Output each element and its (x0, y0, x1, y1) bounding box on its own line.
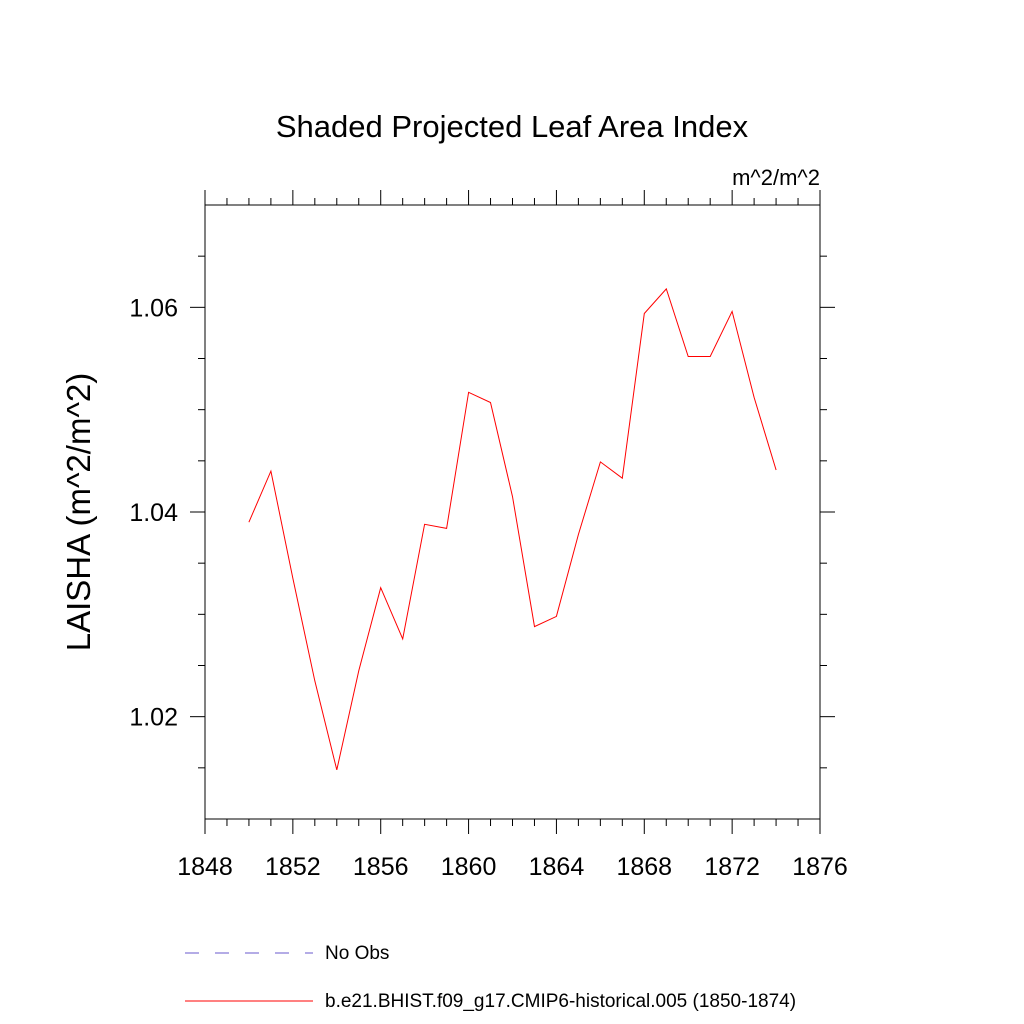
series-line-model-run (248, 287, 777, 771)
x-tick-labels: 1848 1852 1856 1860 1864 1868 1872 1876 (177, 853, 848, 881)
x-tick-label: 1864 (529, 853, 585, 881)
legend-label-model-run: b.e21.BHIST.f09_g17.CMIP6-historical.005… (325, 991, 796, 1012)
y-tick-label: 1.04 (129, 499, 178, 527)
data-series (248, 287, 777, 771)
units-label: m^2/m^2 (732, 165, 820, 190)
legend: No Obs b.e21.BHIST.f09_g17.CMIP6-histori… (185, 943, 796, 1012)
x-tick-label: 1872 (704, 853, 760, 881)
legend-label-no-obs: No Obs (325, 943, 389, 964)
x-tick-label: 1852 (265, 853, 321, 881)
x-tick-label: 1848 (177, 853, 233, 881)
plot-frame (204, 204, 821, 820)
x-tick-label: 1856 (353, 853, 409, 881)
x-tick-label: 1868 (616, 853, 672, 881)
x-tick-label: 1876 (792, 853, 848, 881)
chart-title: Shaded Projected Leaf Area Index (276, 109, 749, 144)
y-axis-label: LAISHA (m^2/m^2) (60, 373, 97, 652)
x-tick-label: 1860 (441, 853, 497, 881)
y-tick-label: 1.06 (129, 294, 178, 322)
y-tick-labels: 1.02 1.04 1.06 (129, 294, 178, 731)
plot-border (204, 204, 821, 820)
y-tick-label: 1.02 (129, 704, 178, 732)
axis-ticks (190, 190, 835, 834)
